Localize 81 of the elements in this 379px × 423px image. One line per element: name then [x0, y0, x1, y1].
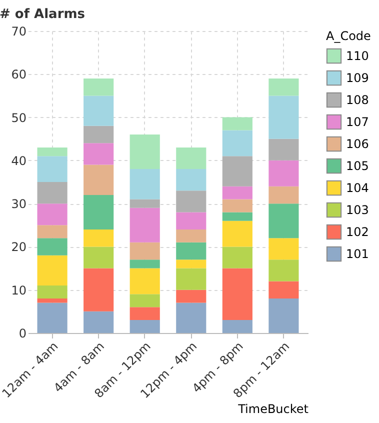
bar: [130, 199, 160, 208]
y-tick-label: 30: [11, 197, 26, 212]
bar: [268, 78, 299, 96]
bar: [37, 255, 68, 286]
bar: [268, 186, 299, 204]
bar: [268, 204, 299, 238]
bar: [268, 260, 299, 282]
bar: [176, 268, 206, 290]
bar: [84, 311, 114, 333]
bar: [222, 320, 252, 333]
bar: [84, 78, 114, 96]
bar: [130, 208, 160, 242]
legend-label: 108: [346, 93, 369, 107]
bar: [176, 229, 206, 242]
y-tick-label: 0: [18, 326, 26, 340]
bar: [268, 96, 299, 139]
bar: [84, 268, 114, 312]
y-tick-label: 10: [11, 283, 26, 298]
bar: [84, 164, 114, 195]
bar: [130, 169, 160, 200]
y-tick-label: 50: [11, 110, 26, 125]
bar: [130, 260, 160, 268]
chart-title: # of Alarms: [0, 7, 86, 22]
bar: [222, 212, 252, 221]
bar: [176, 242, 206, 260]
legend-label: 101: [346, 247, 369, 261]
bar: [222, 220, 252, 247]
bar: [222, 268, 252, 320]
bar: [268, 138, 299, 160]
bar: [176, 260, 206, 268]
bar: [222, 117, 252, 130]
legend-label: 107: [346, 115, 369, 129]
y-tick-label: 40: [11, 154, 26, 168]
bar: [130, 242, 160, 260]
bar: [176, 147, 206, 170]
bar: [268, 160, 299, 186]
y-tick-label: 70: [11, 24, 26, 38]
bar: [37, 238, 68, 256]
bar: [37, 302, 68, 333]
legend-title: A_Code: [326, 29, 371, 43]
bar: [176, 190, 206, 212]
bar: [130, 294, 160, 308]
bar: [130, 320, 160, 333]
bar: [37, 225, 68, 238]
y-tick-label: 60: [11, 68, 26, 82]
legend-label: 105: [346, 159, 369, 173]
legend-label: 109: [346, 71, 369, 85]
bar: [176, 302, 206, 333]
bar: [176, 212, 206, 230]
bar: [268, 238, 299, 260]
bar: [130, 134, 160, 170]
bar: [84, 229, 114, 247]
bar: [37, 147, 68, 156]
bar: [130, 268, 160, 294]
legend-label: 102: [346, 225, 369, 239]
bar: [37, 156, 68, 182]
bar: [176, 290, 206, 303]
bar: [222, 156, 252, 186]
bar: [37, 298, 68, 303]
bar: [268, 298, 299, 333]
bar: [268, 281, 299, 298]
bar: [222, 186, 252, 200]
bar: [84, 194, 114, 230]
bar: [222, 199, 252, 212]
bar: [84, 126, 114, 144]
y-tick-label: 20: [11, 240, 26, 254]
legend-label: 110: [346, 49, 369, 63]
bar: [37, 286, 68, 298]
bar: [130, 307, 160, 320]
bar: [37, 204, 68, 226]
x-axis-title: TimeBucket: [237, 402, 309, 416]
legend-label: 104: [346, 181, 369, 195]
bar: [222, 130, 252, 156]
bar: [84, 96, 114, 126]
bar: [222, 246, 252, 268]
bar: [84, 246, 114, 268]
bar: [176, 169, 206, 191]
bar: [84, 143, 114, 165]
legend-label: 103: [346, 203, 369, 217]
legend-label: 106: [346, 137, 369, 151]
bar: [37, 182, 68, 204]
